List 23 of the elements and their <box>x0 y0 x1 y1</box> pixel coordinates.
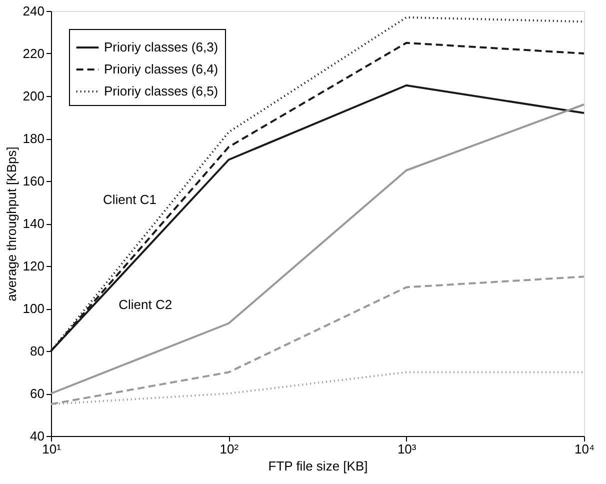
y-tick-label: 180 <box>22 131 44 146</box>
y-tick-label: 40 <box>30 428 44 444</box>
y-tick-label: 80 <box>30 344 44 358</box>
legend-label: Prioriy classes (6,4) <box>104 62 218 76</box>
y-tick-label: 140 <box>22 216 44 231</box>
annotation: Client C1 <box>103 192 156 207</box>
y-tick-label: 100 <box>22 301 44 316</box>
y-tick-label: 240 <box>22 4 44 18</box>
y-axis-title: average throughput [KBps] <box>4 146 19 302</box>
y-tick-label: 220 <box>22 46 44 61</box>
x-tick-label: 10² <box>220 442 240 456</box>
y-tick-label: 60 <box>30 386 44 401</box>
annotation: Client C2 <box>118 297 172 312</box>
x-axis-title: FTP file size [KB] <box>268 458 368 474</box>
x-tick-label: 10¹ <box>42 442 62 456</box>
y-tick-label: 200 <box>22 88 44 104</box>
legend-label: Prioriy classes (6,5) <box>104 84 218 98</box>
x-tick-label: 10⁴ <box>574 442 595 456</box>
legend-label: Prioriy classes (6,3) <box>104 40 218 54</box>
y-tick-label: 120 <box>22 258 44 274</box>
x-tick-label: 10³ <box>397 442 417 456</box>
line-series <box>50 104 585 394</box>
y-tick-label: 160 <box>22 174 44 188</box>
